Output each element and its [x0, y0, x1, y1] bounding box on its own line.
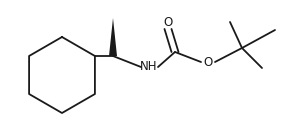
Text: O: O — [203, 55, 213, 68]
Polygon shape — [109, 18, 117, 56]
Text: O: O — [163, 16, 173, 29]
Text: NH: NH — [140, 60, 158, 74]
